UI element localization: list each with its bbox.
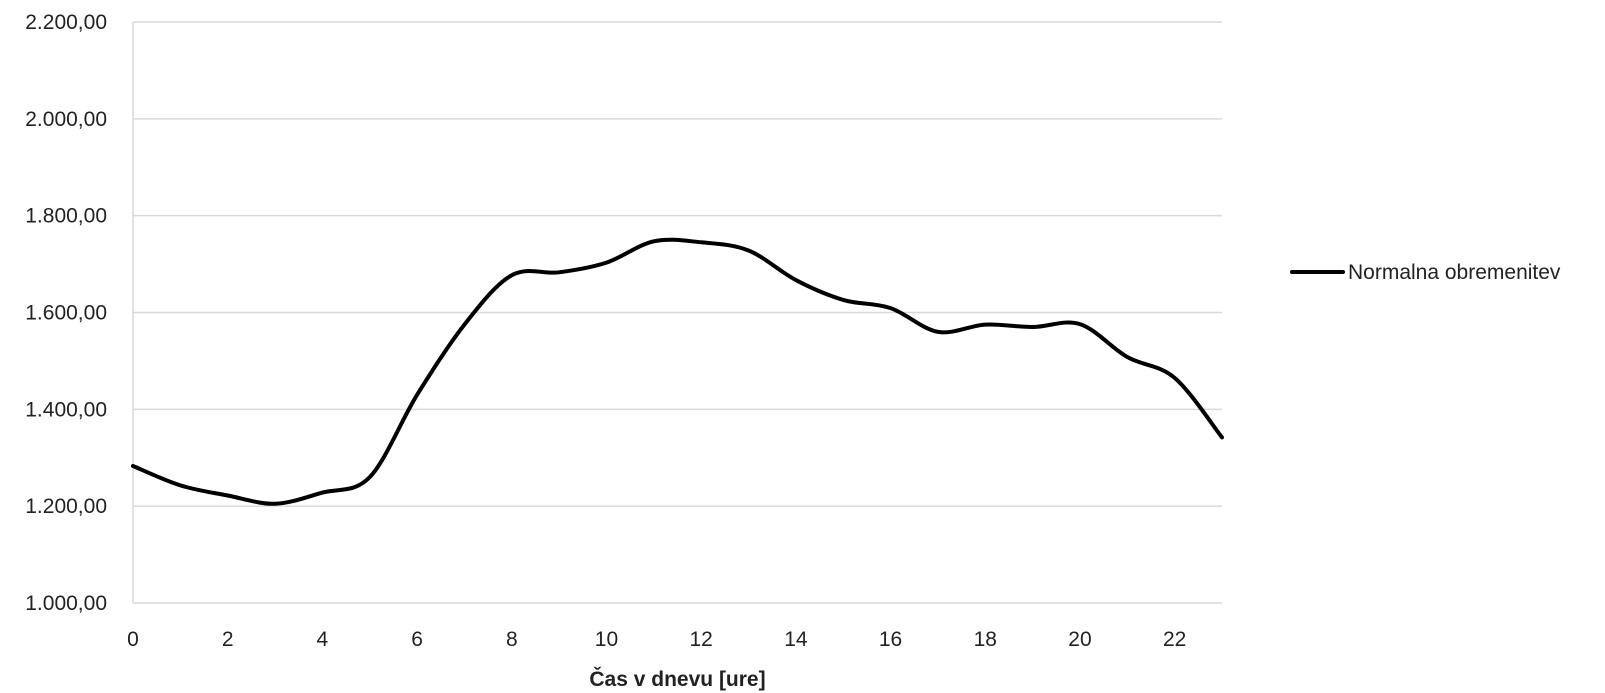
y-tick-label: 1.800,00 xyxy=(25,205,107,228)
x-tick-label: 22 xyxy=(1163,628,1186,651)
x-tick-label: 18 xyxy=(974,628,997,651)
x-tick-label: 20 xyxy=(1068,628,1091,651)
x-tick-label: 10 xyxy=(595,628,618,651)
y-tick-label: 2.200,00 xyxy=(25,11,107,34)
x-tick-label: 16 xyxy=(879,628,902,651)
legend: Normalna obremenitev xyxy=(1290,261,1561,284)
y-axis-tick-labels: 1.000,00 1.200,00 1.400,00 1.600,00 1.800,00… xyxy=(25,11,107,615)
x-axis-tick-labels: 0 2 4 6 8 10 12 14 16 18 20 22 xyxy=(127,628,1186,651)
y-tick-label: 2.000,00 xyxy=(25,108,107,131)
x-axis-title: Čas v dnevu [ure] xyxy=(589,667,765,691)
x-tick-label: 4 xyxy=(317,628,329,651)
x-tick-label: 14 xyxy=(784,628,808,651)
x-tick-label: 12 xyxy=(689,628,712,651)
legend-label: Normalna obremenitev xyxy=(1348,261,1561,284)
series-lines xyxy=(131,237,1224,506)
x-tick-label: 8 xyxy=(506,628,518,651)
y-tick-label: 1.600,00 xyxy=(25,302,107,325)
y-tick-label: 1.400,00 xyxy=(25,398,107,421)
series-line xyxy=(131,237,1224,506)
x-tick-label: 2 xyxy=(222,628,234,651)
x-tick-label: 6 xyxy=(411,628,423,651)
y-tick-label: 1.000,00 xyxy=(25,592,107,615)
gridlines xyxy=(132,21,1222,604)
x-tick-label: 0 xyxy=(127,628,139,651)
y-tick-label: 1.200,00 xyxy=(25,495,107,518)
